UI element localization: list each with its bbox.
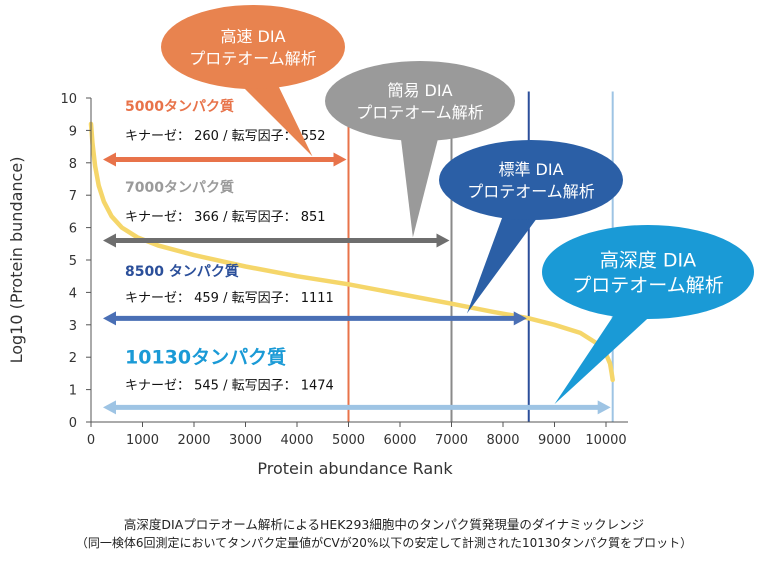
speech-bubble-text: プロテオーム解析 [189, 49, 317, 68]
x-tick-label: 3000 [229, 433, 262, 448]
x-tick-label: 7000 [435, 433, 468, 448]
x-tick-label: 10000 [585, 433, 626, 448]
x-tick-label: 1000 [126, 433, 159, 448]
y-tick-label: 8 [69, 157, 77, 172]
range-detail: キナーゼ： 545 / 転写因子： 1474 [125, 379, 334, 394]
speech-bubble-2: 簡易 DIA プロテオーム解析 [325, 61, 515, 238]
x-tick-label: 9000 [538, 433, 571, 448]
speech-bubble-4: 高深度 DIA プロテオーム解析 [542, 225, 754, 405]
range-detail: キナーゼ： 260 / 転写因子： 552 [125, 129, 326, 144]
range-detail: キナーゼ： 366 / 転写因子： 851 [125, 210, 326, 225]
y-tick-label: 10 [60, 92, 77, 107]
speech-bubble-body [439, 140, 623, 220]
y-tick-label: 1 [69, 384, 77, 399]
speech-bubble-tail [466, 210, 543, 314]
range-detail: キナーゼ： 459 / 転写因子： 1111 [125, 291, 334, 306]
speech-bubble-text: プロテオーム解析 [467, 182, 595, 201]
y-tick-label: 5 [69, 254, 77, 269]
arrowhead-right [513, 311, 527, 326]
y-tick-label: 4 [69, 286, 77, 301]
y-tick-label: 0 [69, 416, 77, 431]
figure-caption-line2: （同一検体6回測定においてタンパク定量値がCVが20%以下の安定して計測された1… [75, 536, 693, 550]
arrowhead-left [103, 233, 116, 248]
x-tick-label: 4000 [280, 433, 313, 448]
x-axis-title: Protein abundance Rank [257, 459, 453, 478]
range-title: 8500 タンパク質 [125, 263, 239, 280]
y-tick-label: 7 [69, 189, 77, 204]
range-arrow-8500 [103, 311, 527, 326]
speech-bubble-tail [554, 309, 658, 405]
y-tick-label: 3 [69, 319, 77, 334]
range-title: 10130タンパク質 [125, 346, 286, 369]
speech-bubble-text: 高深度 DIA [600, 249, 696, 271]
arrowhead-left [103, 311, 116, 326]
x-tick-label: 2000 [177, 433, 210, 448]
speech-bubble-body [325, 61, 515, 141]
speech-bubble-text: 簡易 DIA [387, 81, 452, 100]
range-title: 5000タンパク質 [125, 98, 234, 115]
axes: Protein abundance Rank Log10 (Protein bu… [7, 98, 628, 478]
speech-bubble-text: 標準 DIA [498, 160, 563, 179]
speech-bubble-text: プロテオーム解析 [572, 274, 723, 296]
range-arrow-5000 [103, 152, 347, 167]
arrowhead-right [597, 400, 611, 415]
y-tick-label: 2 [69, 351, 77, 366]
speech-bubble-tail [235, 79, 313, 157]
x-tick-label: 6000 [383, 433, 416, 448]
speech-bubble-1: 高速 DIA プロテオーム解析 [161, 5, 345, 157]
tick-labels: 0 1000 2000 3000 4000 5000 6000 7000 8000 9000 100… [60, 92, 626, 448]
arrowhead-right [333, 152, 347, 167]
y-tick-label: 9 [69, 124, 77, 139]
arrowhead-left [103, 152, 116, 167]
figure-caption-line1: 高深度DIAプロテオーム解析によるHEK293細胞中のタンパク質発現量のダイナミ… [123, 517, 645, 532]
speech-bubble-3: 標準 DIA プロテオーム解析 [439, 140, 623, 314]
speech-bubble-tail [400, 131, 440, 238]
range-title: 7000タンパク質 [125, 179, 234, 196]
x-tick-label: 8000 [486, 433, 519, 448]
x-tick-label: 0 [87, 433, 95, 448]
y-tick-label: 6 [69, 222, 77, 237]
range-arrow-7000 [103, 233, 450, 248]
arrowhead-left [103, 400, 116, 415]
x-tick-label: 5000 [332, 433, 365, 448]
arrowhead-right [436, 233, 450, 248]
speech-bubble-body [542, 225, 754, 319]
speech-bubble-text: 高速 DIA [220, 27, 285, 46]
speech-bubble-text: プロテオーム解析 [356, 103, 484, 122]
speech-bubble-body [161, 5, 345, 89]
y-axis-title: Log10 (Protein bundance) [7, 157, 26, 364]
range-arrow-10130 [103, 400, 611, 415]
